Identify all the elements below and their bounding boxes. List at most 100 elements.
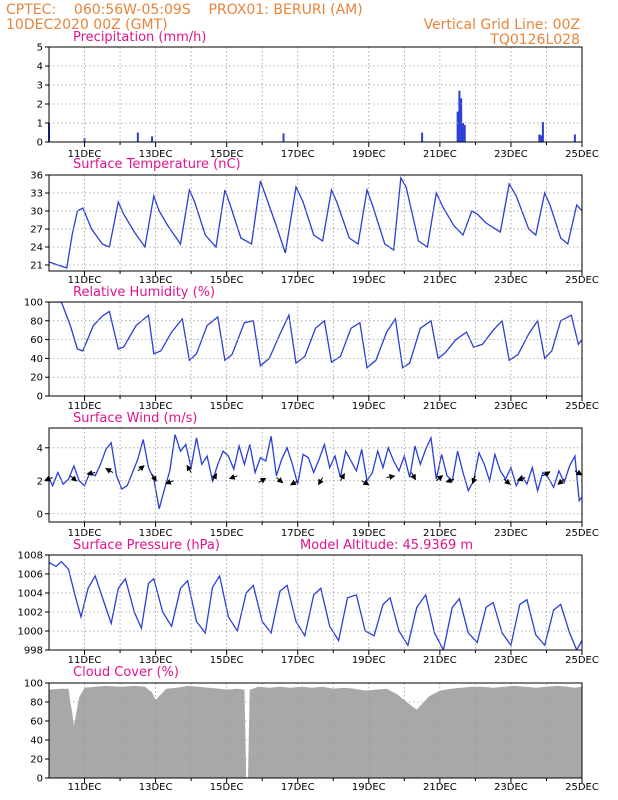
temperature-ytick-label: 36 xyxy=(30,171,43,182)
humidity-date-label: 19DEC xyxy=(352,401,386,412)
cloud-date-label: 11DEC xyxy=(68,782,102,793)
wind-direction-arrow xyxy=(211,472,217,482)
wind-ytick-label: 2 xyxy=(37,476,43,487)
wind-date-label: 11DEC xyxy=(68,528,102,539)
precipitation-ytick-label: 1 xyxy=(37,119,43,130)
wind-direction-arrow xyxy=(410,472,416,481)
cloud-date-label: 17DEC xyxy=(281,782,315,793)
cloud-ytick-label: 20 xyxy=(30,755,43,766)
precipitation-bar xyxy=(541,122,544,142)
wind-date-label: 15DEC xyxy=(210,528,244,539)
precipitation-bar xyxy=(540,135,543,142)
temperature-line xyxy=(49,175,582,269)
wind-line xyxy=(49,434,582,509)
temperature-panel: 21 24 27 30 33 36 11DEC 13DEC 15DEC 17DEC 19DEC 21D… xyxy=(30,157,599,286)
pressure-ytick-label: 1008 xyxy=(18,551,43,562)
humidity-ytick-label: 60 xyxy=(30,335,43,346)
humidity-date-label: 17DEC xyxy=(281,401,315,412)
wind-direction-arrow xyxy=(86,470,96,477)
header-location: CPTEC: 060:56W-05:09S PROX01: BERURI (AM… xyxy=(6,2,363,18)
humidity-date-label: 21DEC xyxy=(423,401,457,412)
wind-direction-arrow xyxy=(289,479,298,486)
cloud-panel: 0 20 40 60 80 100 11DEC 13DEC 15DEC 17DEC 19DEC 21D… xyxy=(24,665,599,793)
precipitation-bar xyxy=(151,136,154,142)
wind-direction-arrow xyxy=(445,477,455,483)
wind-direction-arrow xyxy=(69,475,78,482)
precipitation-date-label: 15DEC xyxy=(210,149,244,160)
precipitation-bar xyxy=(538,134,541,142)
wind-date-label: 23DEC xyxy=(494,528,528,539)
wind-direction-arrow xyxy=(276,477,284,484)
temperature-ytick-label: 24 xyxy=(30,243,43,254)
precipitation-date-label: 25DEC xyxy=(565,149,599,160)
pressure-ytick-label: 998 xyxy=(24,646,43,657)
pressure-date-label: 11DEC xyxy=(68,655,102,666)
precipitation-bar xyxy=(458,90,461,142)
wind-direction-arrow xyxy=(258,477,267,484)
cloud-date-label: 25DEC xyxy=(565,782,599,793)
pressure-ytick-label: 1002 xyxy=(18,608,43,619)
humidity-ytick-label: 100 xyxy=(24,298,43,309)
precipitation-bar xyxy=(282,133,285,142)
precipitation-bar xyxy=(573,134,576,142)
cloud-cover-area xyxy=(49,685,582,778)
cloud-ytick-label: 40 xyxy=(30,736,43,747)
precipitation-ytick-label: 4 xyxy=(37,62,43,73)
wind-title: Surface Wind (m/s) xyxy=(73,411,197,426)
pressure-title: Surface Pressure (hPa) xyxy=(73,538,220,553)
humidity-title: Relative Humidity (%) xyxy=(73,285,215,300)
wind-direction-arrow xyxy=(516,475,526,482)
cloud-ytick-label: 60 xyxy=(30,717,43,728)
precipitation-date-label: 13DEC xyxy=(139,149,173,160)
humidity-date-label: 13DEC xyxy=(139,401,173,412)
temperature-ytick-label: 33 xyxy=(30,189,43,200)
precipitation-bar xyxy=(463,124,466,142)
header-model-id: TQ0126L028 xyxy=(489,32,580,48)
wind-date-label: 21DEC xyxy=(423,528,457,539)
humidity-frame xyxy=(48,301,583,397)
pressure-date-label: 15DEC xyxy=(210,655,244,666)
pressure-date-label: 21DEC xyxy=(423,655,457,666)
cloud-ytick-label: 100 xyxy=(24,679,43,690)
precipitation-bar xyxy=(136,132,139,142)
precipitation-bar xyxy=(456,111,459,142)
pressure-frame xyxy=(48,554,583,651)
temperature-title: Surface Temperature (nC) xyxy=(73,157,241,172)
wind-direction-arrow xyxy=(164,478,174,485)
humidity-line xyxy=(49,302,582,370)
pressure-ytick-label: 1006 xyxy=(18,570,43,581)
precipitation-date-label: 23DEC xyxy=(494,149,528,160)
precipitation-ytick-label: 3 xyxy=(37,81,43,92)
temperature-ytick-label: 27 xyxy=(30,225,43,236)
temperature-date-label: 11DEC xyxy=(68,275,102,286)
cloud-date-label: 15DEC xyxy=(210,782,244,793)
humidity-ytick-label: 0 xyxy=(37,392,43,403)
wind-date-label: 17DEC xyxy=(281,528,315,539)
wind-direction-arrow xyxy=(435,474,444,482)
precipitation-title: Precipitation (mm/h) xyxy=(73,30,206,45)
cloud-date-label: 23DEC xyxy=(494,782,528,793)
wind-direction-arrow xyxy=(186,464,193,473)
header-init-time: 10DEC2020 00Z (GMT) xyxy=(6,17,168,33)
wind-direction-arrow xyxy=(471,475,478,485)
humidity-ytick-label: 80 xyxy=(30,316,43,327)
temperature-date-label: 13DEC xyxy=(139,275,173,286)
precipitation-date-label: 19DEC xyxy=(352,149,386,160)
wind-direction-arrow xyxy=(574,469,583,476)
cloud-frame xyxy=(48,682,583,779)
pressure-date-label: 13DEC xyxy=(139,655,173,666)
wind-direction-arrow xyxy=(44,475,53,482)
wind-direction-arrow xyxy=(361,479,370,486)
wind-date-label: 13DEC xyxy=(139,528,173,539)
pressure-date-label: 23DEC xyxy=(494,655,528,666)
humidity-panel: 0 20 40 60 80 100 11DEC 13DEC 15DEC 17DEC 19DEC 21D… xyxy=(24,285,599,412)
panels-group: 0 1 2 3 4 5 11DEC 13DEC 15DEC 17DEC 19DEC 21DEC 23DE… xyxy=(18,30,599,793)
precipitation-date-label: 11DEC xyxy=(68,149,102,160)
pressure-line xyxy=(49,560,582,650)
wind-direction-arrow xyxy=(228,474,238,480)
pressure-date-label: 19DEC xyxy=(352,655,386,666)
cloud-date-label: 19DEC xyxy=(352,782,386,793)
pressure-panel: 998 1000 1002 1004 1006 1008 11DEC 13DEC 15DEC 17… xyxy=(18,538,599,666)
precipitation-ytick-label: 2 xyxy=(37,100,43,111)
